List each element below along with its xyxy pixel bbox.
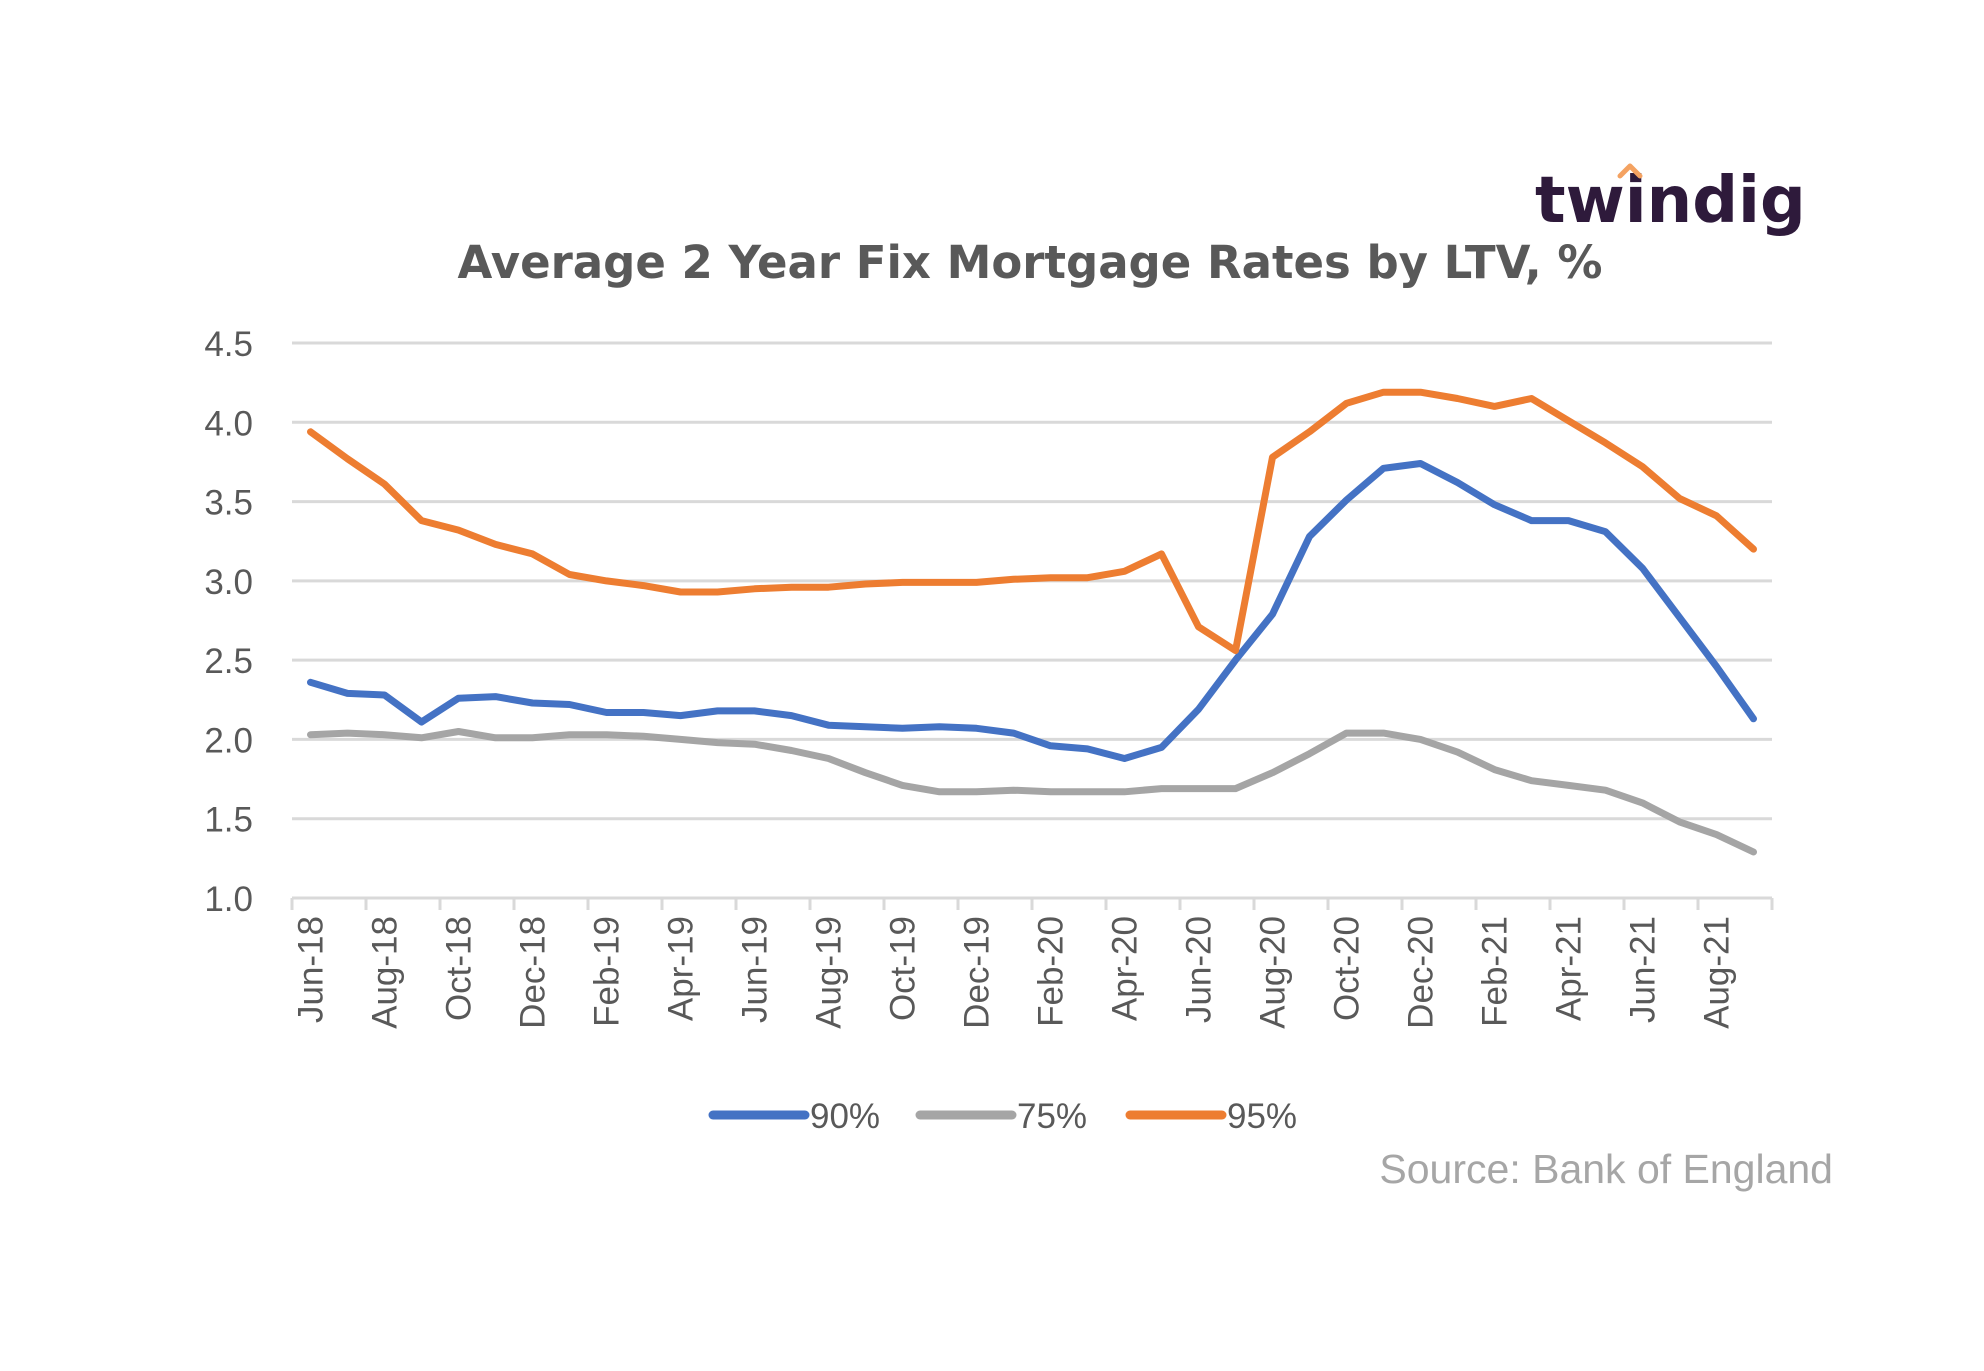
x-tick-labels: Jun-18 Aug-18 Oct-18 Dec-18 Feb-19 Apr-19 Jun-… <box>292 916 1737 1029</box>
x-tick-label: Feb-20 <box>1032 916 1071 1027</box>
series-line-90-pct <box>307 460 1757 762</box>
y-tick-label: 3.0 <box>204 563 253 602</box>
x-tick-label: Apr-21 <box>1550 916 1589 1021</box>
y-tick-label: 1.0 <box>204 880 253 919</box>
x-tick-label: Oct-18 <box>440 916 479 1021</box>
legend-label: 75% <box>1017 1097 1087 1136</box>
series-line-95-pct <box>307 388 1757 655</box>
x-tick-label: Jun-21 <box>1624 916 1663 1023</box>
legend-label: 90% <box>810 1097 880 1136</box>
x-tick-label: Apr-19 <box>662 916 701 1021</box>
twindig-logo: twindig <box>1535 163 1806 238</box>
y-tick-labels: 1.0 1.5 2.0 2.5 3.0 3.5 4.0 4.5 <box>204 325 253 919</box>
x-tick-label: Jun-18 <box>292 916 331 1023</box>
x-tick-label: Dec-19 <box>958 916 997 1029</box>
x-tick-label: Oct-19 <box>884 916 923 1021</box>
y-tick-label: 2.5 <box>204 642 253 681</box>
x-tick-label: Dec-20 <box>1402 916 1441 1029</box>
y-tick-label: 4.5 <box>204 325 253 364</box>
x-tick-label: Aug-21 <box>1698 916 1737 1029</box>
source-note: Source: Bank of England <box>1379 1146 1833 1192</box>
logo-accent-icon <box>1617 163 1643 179</box>
legend: 90% 75% 95% <box>708 1097 1297 1136</box>
x-tick-label: Oct-20 <box>1328 916 1367 1021</box>
y-tick-label: 3.5 <box>204 484 253 523</box>
y-tick-label: 4.0 <box>204 404 253 443</box>
axes <box>290 896 1774 910</box>
y-tick-label: 1.5 <box>204 801 253 840</box>
logo-text: twindig <box>1535 164 1806 238</box>
y-tick-label: 2.0 <box>204 721 253 760</box>
legend-label: 95% <box>1227 1097 1297 1136</box>
x-tick-label: Aug-20 <box>1254 916 1293 1029</box>
x-tick-label: Jun-19 <box>736 916 775 1023</box>
x-tick-label: Dec-18 <box>514 916 553 1029</box>
x-tick-label: Aug-18 <box>366 916 405 1029</box>
x-tick-label: Jun-20 <box>1180 916 1219 1023</box>
x-tick-label: Feb-19 <box>588 916 627 1027</box>
x-tick-label: Aug-19 <box>810 916 849 1029</box>
series-line-75-pct <box>307 728 1757 856</box>
x-tick-label: Apr-20 <box>1106 916 1145 1021</box>
x-tick-label: Feb-21 <box>1476 916 1515 1027</box>
chart-title: Average 2 Year Fix Mortgage Rates by LTV… <box>458 236 1603 289</box>
series-lines <box>307 388 1757 856</box>
